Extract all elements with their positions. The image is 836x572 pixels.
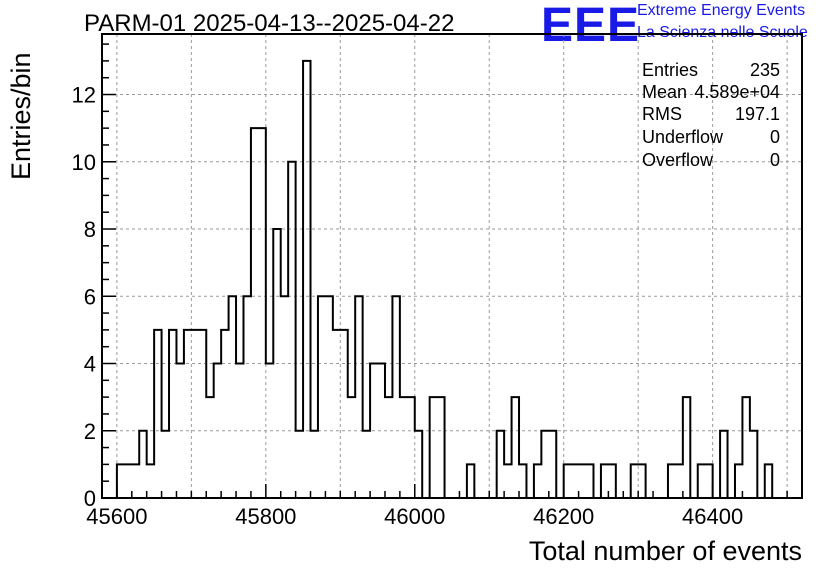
y-tick-label: 10 <box>72 150 96 175</box>
histogram-bin <box>437 397 444 498</box>
histogram-bin <box>601 464 608 498</box>
stats-overflow-label: Overflow <box>642 150 714 170</box>
y-axis-label: Entries/bin <box>6 52 36 180</box>
histogram-bin <box>206 397 213 498</box>
logo-tagline-2: La Scienza nelle Scuole <box>637 24 808 41</box>
histogram-outline <box>115 59 774 499</box>
histogram-bin <box>191 330 198 498</box>
histogram-bin <box>333 330 340 498</box>
histogram-bin <box>430 397 437 498</box>
stats-rms-label: RMS <box>642 104 682 124</box>
histogram-bin <box>243 296 250 498</box>
x-axis-label: Total number of events <box>528 536 802 566</box>
tick-labels: 45600 45800 46000 46200 46400 0 2 4 6 8 10 12 <box>72 83 744 529</box>
histogram-bin <box>400 397 407 498</box>
histogram-bin <box>318 296 325 498</box>
y-tick-label: 2 <box>84 419 96 444</box>
histogram-bin <box>229 296 236 498</box>
histogram-bin <box>467 464 474 498</box>
x-tick-label: 46000 <box>384 504 445 529</box>
histogram-bin <box>765 464 772 498</box>
histogram-bin <box>162 431 169 498</box>
histogram-bin <box>385 397 392 498</box>
histogram-bin <box>199 330 206 498</box>
x-tick-label: 46400 <box>682 504 743 529</box>
histogram-bin <box>303 61 310 498</box>
histogram-bin <box>519 464 526 498</box>
x-tick-label: 45600 <box>86 504 147 529</box>
histogram-bin <box>348 397 355 498</box>
histogram-bin <box>497 431 504 498</box>
histogram-bin <box>720 431 727 498</box>
histogram-bin <box>735 464 742 498</box>
histogram-bin <box>638 464 645 498</box>
stats-underflow-value: 0 <box>769 127 780 147</box>
stats-overflow-value: 0 <box>769 150 780 170</box>
stats-mean-value: 4.589e+04 <box>694 82 780 102</box>
histogram-bin <box>124 464 131 498</box>
histogram-bin <box>251 128 258 498</box>
histogram-bin <box>355 296 362 498</box>
histogram-bin <box>392 296 399 498</box>
histogram-bin <box>541 431 548 498</box>
y-tick-label: 4 <box>84 352 96 377</box>
histogram-bin <box>683 397 690 498</box>
histogram-bin <box>564 464 571 498</box>
histogram-bin <box>504 464 511 498</box>
stats-mean-label: Mean <box>642 82 688 102</box>
histogram-bin <box>184 330 191 498</box>
histogram-bin <box>258 128 265 498</box>
y-tick-label: 0 <box>84 486 96 511</box>
grid-lines <box>102 34 802 498</box>
chart-title: PARM-01 2025-04-13--2025-04-22 <box>84 10 455 37</box>
histogram-bin <box>154 330 161 498</box>
histogram-bin <box>296 431 303 498</box>
histogram-bin <box>571 464 578 498</box>
logo-tagline-1: Extreme Energy Events <box>637 2 806 19</box>
histogram-bin <box>221 330 228 498</box>
x-tick-label: 45800 <box>235 504 296 529</box>
plot-frame <box>101 33 803 499</box>
y-tick-label: 8 <box>84 217 96 242</box>
histogram-bin <box>325 296 332 498</box>
histogram-bin <box>363 431 370 498</box>
histogram-bin <box>549 431 556 498</box>
stats-rms-value: 197.1 <box>734 104 780 124</box>
stats-entries-label: Entries <box>642 60 699 80</box>
histogram-bin <box>288 162 295 498</box>
histogram-bin <box>340 330 347 498</box>
stats-underflow-label: Underflow <box>642 127 724 147</box>
histogram-bin <box>698 464 705 498</box>
histogram-bin <box>311 431 318 498</box>
histogram-bin <box>407 397 414 498</box>
histogram-bin <box>132 464 139 498</box>
histogram-bin <box>147 464 154 498</box>
histogram-bin <box>534 464 541 498</box>
x-tick-label: 46200 <box>533 504 594 529</box>
histogram-bin <box>139 431 146 498</box>
histogram-bin <box>608 464 615 498</box>
histogram-bin <box>631 464 638 498</box>
axis-ticks <box>102 43 803 499</box>
histogram-bin <box>705 464 712 498</box>
stats-entries-value: 235 <box>749 60 780 80</box>
histogram-bin <box>750 431 757 498</box>
histogram-bin <box>415 431 422 498</box>
histogram-bin <box>169 330 176 498</box>
histogram-bin <box>586 464 593 498</box>
histogram-bin <box>579 464 586 498</box>
histogram-bin <box>117 464 124 498</box>
histogram-bin <box>675 464 682 498</box>
histogram-bin <box>281 296 288 498</box>
histogram-bin <box>742 397 749 498</box>
histogram-bin <box>512 397 519 498</box>
eee-logo: EEE <box>541 0 641 52</box>
histogram-bin <box>668 464 675 498</box>
y-tick-label: 6 <box>84 284 96 309</box>
y-tick-label: 12 <box>72 83 96 108</box>
